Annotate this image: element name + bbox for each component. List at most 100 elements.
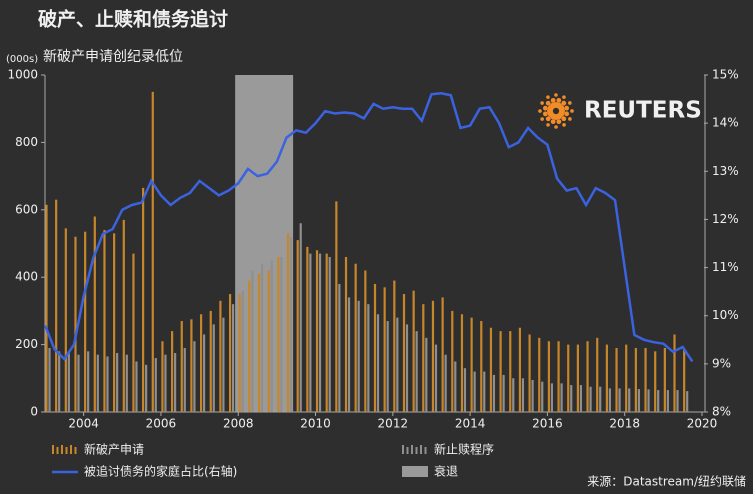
logo-dot [568,117,572,121]
bar [296,240,299,412]
logo-dot [561,116,567,122]
bar [270,260,273,412]
x-tick-label: 2008 [223,417,254,431]
bar [396,317,399,412]
bar [209,310,212,412]
bar [96,354,99,412]
bar [615,347,618,412]
bar [473,371,476,412]
bar [87,351,90,412]
bar [483,371,486,412]
bar [589,386,592,412]
bar [470,317,473,412]
x-tick-label: 2020 [687,417,718,431]
bar [686,391,689,412]
bar [422,304,425,412]
bar [58,351,61,412]
bar [463,368,467,412]
bar [135,361,138,412]
bar [451,310,454,412]
bar [142,187,145,412]
bar [113,233,116,412]
bar [248,280,251,412]
bar [634,347,637,412]
bar [444,354,447,412]
bar [454,361,457,412]
bar [116,353,119,412]
bar [145,364,148,412]
bar [45,204,48,412]
bar [67,353,70,412]
bar [657,390,660,412]
x-tick-label: 2016 [532,417,563,431]
legend-swatch [56,447,59,454]
bar [154,358,157,412]
logo-dot [568,101,572,105]
logo-dot [554,93,558,97]
bar [605,344,608,412]
legend-swatch [424,447,427,454]
bar [480,321,483,412]
x-tick-label: 2004 [68,417,99,431]
bar [402,294,406,412]
bar [567,344,570,412]
logo-text: REUTERS [584,98,702,124]
x-tick-label: 2006 [146,417,177,431]
bar [676,390,679,412]
x-tick-label: 2012 [378,417,409,431]
bar [219,300,222,412]
y-tick-label: 800 [15,135,38,149]
bar [666,390,669,412]
bar [509,331,512,412]
bar [183,347,186,412]
bar [74,236,77,412]
bar [579,385,582,412]
bar [673,334,676,412]
bar [625,344,628,412]
legend-swatch [61,445,63,454]
legend-label: 新止赎程序 [434,442,494,457]
bar [518,327,522,412]
bar [260,263,264,412]
bar [547,341,551,412]
bar [180,321,183,412]
bar [289,236,293,412]
bar [344,256,348,412]
legend-swatch [52,445,54,454]
bar [364,270,367,412]
logo-dot [556,119,562,125]
legend-label: 新破产申请 [84,442,144,457]
bar [683,349,686,412]
bar [106,356,109,412]
bar [393,280,396,412]
legend-swatch [65,447,68,454]
bar [521,378,525,412]
bar [637,389,640,412]
bar [538,337,541,412]
bar [132,253,135,412]
bar [386,321,389,412]
y2-tick-label: 15% [712,68,739,82]
logo-dot [570,109,574,113]
logo-dot [546,95,550,99]
legend-label: 被追讨债务的家庭占比(右轴) [84,464,237,479]
bar [489,327,493,412]
logo-dot [545,116,551,122]
legend-swatch [420,445,422,454]
legend-swatch [411,445,413,454]
bar [84,231,87,412]
logo-dot [550,119,556,125]
bar [354,263,357,412]
source: 来源：Datastream/纽约联储 [587,474,746,489]
logo-dot [558,105,565,111]
logo-dot [562,95,566,99]
bar [161,341,164,412]
bar [560,383,563,412]
bar [228,294,232,412]
bar [164,354,167,412]
bar [309,253,312,412]
bar [608,388,611,412]
y-tick-label: 400 [15,270,38,284]
